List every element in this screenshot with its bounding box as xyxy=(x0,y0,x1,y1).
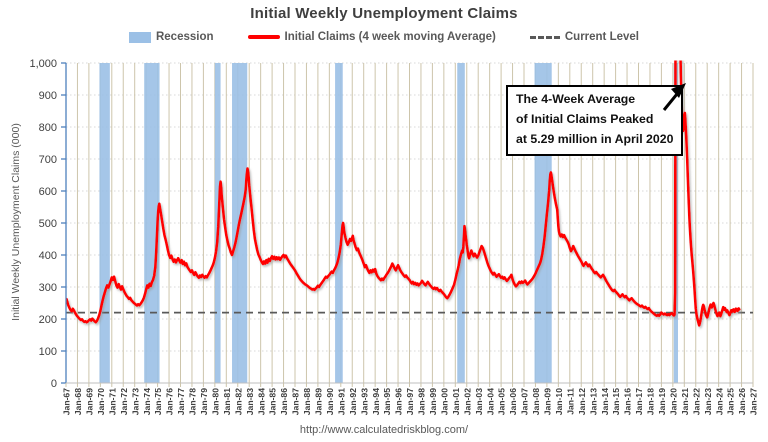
page-title: Initial Weekly Unemployment Claims xyxy=(250,5,518,22)
x-tick-label: Jan-02 xyxy=(462,388,472,415)
x-tick-label: Jan-91 xyxy=(336,388,346,415)
y-tick-label: 100 xyxy=(39,346,57,358)
legend-item-initial-claims: Initial Claims (4 week moving Average) xyxy=(247,31,496,43)
x-tick-label: Jan-89 xyxy=(314,388,324,415)
y-tick-label: 200 xyxy=(39,314,57,326)
legend-label-current-level: Current Level xyxy=(564,31,639,43)
x-tick-label: Jan-96 xyxy=(394,388,404,415)
x-tick-label: Jan-72 xyxy=(119,388,129,415)
x-tick-label: Jan-88 xyxy=(302,388,312,415)
dashed-line-swatch-icon xyxy=(529,35,560,39)
x-tick-label: Jan-14 xyxy=(600,388,610,415)
x-tick-label: Jan-24 xyxy=(714,388,724,415)
x-tick-label: Jan-67 xyxy=(62,388,72,415)
x-tick-label: Jan-93 xyxy=(359,388,369,415)
x-tick-label: Jan-12 xyxy=(577,388,587,415)
x-tick-label: Jan-74 xyxy=(142,388,152,415)
x-tick-label: Jan-87 xyxy=(291,388,301,415)
x-tick-label: Jan-81 xyxy=(222,388,232,415)
x-tick-label: Jan-11 xyxy=(565,388,575,415)
x-tick-label: Jan-79 xyxy=(199,388,209,415)
source-url: http://www.calculatedriskblog.com/ xyxy=(299,424,469,436)
x-tick-label: Jan-18 xyxy=(646,388,656,415)
recession-band xyxy=(144,63,160,383)
x-tick-label: Jan-85 xyxy=(268,388,278,415)
x-tick-label: Jan-76 xyxy=(165,388,175,415)
y-tick-label: 800 xyxy=(39,122,57,134)
x-tick-label: Jan-78 xyxy=(188,388,198,415)
x-tick-label: Jan-08 xyxy=(531,388,541,415)
y-tick-label: 700 xyxy=(39,154,57,166)
x-tick-label: Jan-00 xyxy=(439,388,449,415)
legend-item-current-level: Current Level xyxy=(529,31,639,43)
x-tick-label: Jan-75 xyxy=(153,388,163,415)
legend-label-initial-claims: Initial Claims (4 week moving Average) xyxy=(284,31,496,43)
x-tick-label: Jan-25 xyxy=(726,388,736,415)
legend: Recession Initial Claims (4 week moving … xyxy=(0,31,768,43)
x-tick-label: Jan-71 xyxy=(107,388,117,415)
x-tick-label: Jan-27 xyxy=(749,388,759,415)
x-tick-label: Jan-73 xyxy=(130,388,140,415)
x-tick-label: Jan-82 xyxy=(233,388,243,415)
annotation-box: The 4-Week Average of Initial Claims Pea… xyxy=(506,85,684,156)
annotation-line-3: at 5.29 million in April 2020 xyxy=(516,131,674,146)
y-tick-label: 900 xyxy=(39,90,57,102)
x-tick-label: Jan-17 xyxy=(634,388,644,415)
x-tick-label: Jan-15 xyxy=(611,388,621,415)
x-tick-label: Jan-90 xyxy=(325,388,335,415)
legend-label-recession: Recession xyxy=(155,31,214,43)
x-tick-label: Jan-92 xyxy=(348,388,358,415)
initial-claims-line xyxy=(66,60,741,327)
y-tick-label: 600 xyxy=(39,186,57,198)
x-tick-label: Jan-01 xyxy=(451,388,461,415)
x-tick-label: Jan-10 xyxy=(554,388,564,415)
x-tick-label: Jan-03 xyxy=(474,388,484,415)
x-tick-label: Jan-68 xyxy=(73,388,83,415)
x-tick-label: Jan-23 xyxy=(703,388,713,415)
x-tick-label: Jan-70 xyxy=(96,388,106,415)
x-tick-label: Jan-16 xyxy=(623,388,633,415)
x-tick-label: Jan-97 xyxy=(405,388,415,415)
x-tick-label: Jan-13 xyxy=(588,388,598,415)
y-tick-label: 300 xyxy=(39,282,57,294)
x-tick-label: Jan-99 xyxy=(428,388,438,415)
red-line-swatch-icon xyxy=(247,35,280,39)
x-tick-label: Jan-83 xyxy=(245,388,255,415)
y-tick-label: 0 xyxy=(51,378,57,390)
x-tick-label: Jan-84 xyxy=(256,388,266,415)
y-tick-label: 1,000 xyxy=(29,58,57,70)
x-tick-label: Jan-09 xyxy=(543,388,553,415)
x-tick-label: Jan-21 xyxy=(680,388,690,415)
x-tick-label: Jan-86 xyxy=(279,388,289,415)
recession-swatch-icon xyxy=(128,31,151,43)
annotation-arrow-icon xyxy=(662,83,686,111)
x-tick-label: Jan-06 xyxy=(508,388,518,415)
x-tick-label: Jan-95 xyxy=(382,388,392,415)
x-tick-label: Jan-80 xyxy=(210,388,220,415)
x-tick-label: Jan-94 xyxy=(371,388,381,415)
recession-band xyxy=(457,63,465,383)
x-tick-label: Jan-07 xyxy=(520,388,530,415)
y-tick-label: 400 xyxy=(39,250,57,262)
y-tick-label: 500 xyxy=(39,218,57,230)
x-tick-label: Jan-05 xyxy=(497,388,507,415)
recession-band xyxy=(99,63,110,383)
recession-band xyxy=(335,63,343,383)
x-tick-label: Jan-20 xyxy=(668,388,678,415)
x-tick-label: Jan-19 xyxy=(657,388,667,415)
annotation-line-1: The 4-Week Average xyxy=(516,92,636,106)
x-tick-label: Jan-69 xyxy=(85,388,95,415)
x-tick-label: Jan-04 xyxy=(485,388,495,415)
annotation-line-2: of Initial Claims Peaked xyxy=(516,111,654,126)
x-tick-label: Jan-98 xyxy=(417,388,427,415)
x-tick-label: Jan-22 xyxy=(691,388,701,415)
x-tick-label: Jan-26 xyxy=(737,388,747,415)
legend-item-recession: Recession xyxy=(128,31,214,43)
x-tick-label: Jan-77 xyxy=(176,388,186,415)
